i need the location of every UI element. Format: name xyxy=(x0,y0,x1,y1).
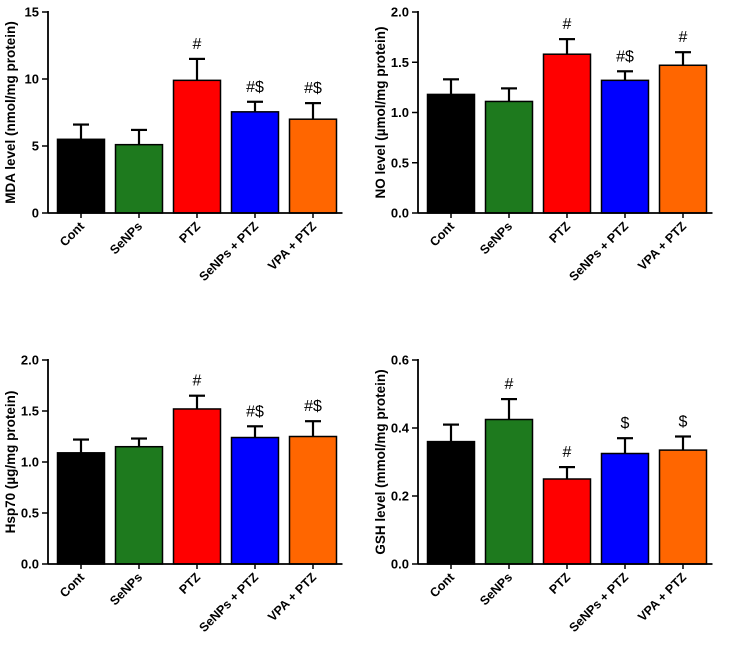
significance-label: # xyxy=(679,29,688,46)
x-tick-label: PTZ xyxy=(547,219,574,246)
x-tick-label: PTZ xyxy=(177,570,204,597)
y-tick-label: 0.2 xyxy=(391,489,409,504)
y-tick-label: 1.5 xyxy=(391,55,409,70)
significance-label: # xyxy=(563,444,572,461)
bar xyxy=(600,79,650,214)
significance-label: #$ xyxy=(616,48,634,65)
significance-label: #$ xyxy=(246,403,264,420)
bar xyxy=(658,64,708,214)
bar xyxy=(484,100,534,214)
bar xyxy=(114,143,164,214)
y-axis-title: NO level (µmol/mg protein) xyxy=(373,26,388,198)
x-tick-label: Cont xyxy=(427,570,458,601)
bar xyxy=(600,452,650,565)
bar xyxy=(484,418,534,565)
bar xyxy=(230,111,280,214)
y-tick-label: 0 xyxy=(32,206,39,221)
y-tick-label: 0.0 xyxy=(21,557,39,572)
y-tick-label: 2.0 xyxy=(21,353,39,368)
x-tick-label: SeNPs xyxy=(107,570,145,608)
significance-label: # xyxy=(193,36,202,53)
x-tick-label: VPA + PTZ xyxy=(265,219,319,273)
significance-label: # xyxy=(193,373,202,390)
significance-label: $ xyxy=(621,415,630,432)
bar xyxy=(230,436,280,565)
y-tick-label: 0.4 xyxy=(391,421,410,436)
bar xyxy=(288,435,338,565)
chart-panel-4: Cont # SeNPs # PTZ $ SeNPs + PTZ $ VPA + PTZ 0.0 0… xyxy=(373,353,713,635)
significance-label: #$ xyxy=(246,79,264,96)
y-tick-label: 15 xyxy=(25,5,39,20)
x-tick-label: SeNPs xyxy=(477,570,515,608)
y-tick-label: 1.0 xyxy=(21,455,39,470)
bar xyxy=(542,53,592,214)
bar xyxy=(288,118,338,214)
x-tick-label: PTZ xyxy=(547,570,574,597)
bar xyxy=(172,408,222,565)
x-tick-label: SeNPs xyxy=(107,219,145,257)
y-tick-label: 1.0 xyxy=(391,105,409,120)
x-tick-label: Cont xyxy=(427,219,458,250)
significance-label: $ xyxy=(679,414,688,431)
chart-panel-3: Cont SeNPs # PTZ #$ SeNPs + PTZ #$ VPA + PTZ 0.0… xyxy=(3,353,343,635)
significance-label: #$ xyxy=(304,398,322,415)
bar xyxy=(658,449,708,565)
y-tick-label: 2.0 xyxy=(391,5,409,20)
chart-panel-1: Cont SeNPs # PTZ #$ SeNPs + PTZ #$ VPA + PTZ 0 5 1… xyxy=(3,5,343,284)
y-axis-title: MDA level (nmol/mg protein) xyxy=(3,21,18,204)
y-tick-label: 0.0 xyxy=(391,557,409,572)
y-tick-label: 0.0 xyxy=(391,206,409,221)
bar xyxy=(114,445,164,565)
y-tick-label: 0.5 xyxy=(21,506,39,521)
x-tick-label: SeNPs xyxy=(477,219,515,257)
y-tick-label: 0.5 xyxy=(391,155,409,170)
x-tick-label: VPA + PTZ xyxy=(635,570,689,624)
y-axis-title: Hsp70 (µg/mg protein) xyxy=(3,391,18,534)
bar xyxy=(426,440,476,565)
chart-panel-2: Cont SeNPs # PTZ #$ SeNPs + PTZ # VPA + PTZ 0.0 0… xyxy=(373,5,713,284)
x-tick-label: SeNPs + PTZ xyxy=(196,219,261,284)
x-tick-label: Cont xyxy=(57,570,88,601)
significance-label: # xyxy=(563,16,572,33)
x-tick-label: PTZ xyxy=(177,219,204,246)
y-tick-label: 1.5 xyxy=(21,404,39,419)
x-tick-label: SeNPs + PTZ xyxy=(566,570,631,635)
bar xyxy=(542,478,592,565)
x-tick-label: Cont xyxy=(57,219,88,250)
y-tick-label: 5 xyxy=(32,139,39,154)
bar xyxy=(56,138,106,214)
y-tick-label: 0.6 xyxy=(391,353,409,368)
significance-label: # xyxy=(505,376,514,393)
x-tick-label: SeNPs + PTZ xyxy=(566,219,631,284)
bar xyxy=(172,79,222,214)
significance-label: #$ xyxy=(304,80,322,97)
x-tick-label: SeNPs + PTZ xyxy=(196,570,261,635)
bar xyxy=(426,93,476,214)
x-tick-label: VPA + PTZ xyxy=(635,219,689,273)
y-axis-title: GSH level (mmol/mg protein) xyxy=(373,369,388,554)
x-tick-label: VPA + PTZ xyxy=(265,570,319,624)
y-tick-label: 10 xyxy=(25,72,39,87)
bar xyxy=(56,452,106,565)
